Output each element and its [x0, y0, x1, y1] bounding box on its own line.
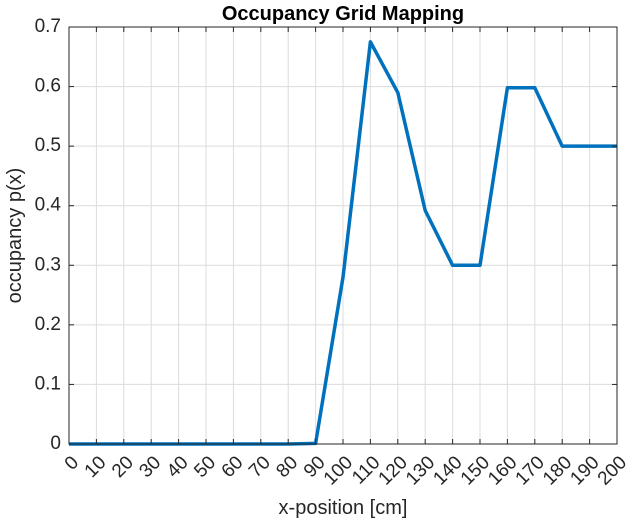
x-axis-label: x-position [cm] [279, 497, 408, 519]
y-tick-label: 0.7 [35, 16, 61, 37]
y-tick-label: 0.3 [35, 254, 61, 275]
y-axis-label: occupancy p(x) [4, 168, 26, 304]
y-tick-label: 0.5 [35, 135, 61, 156]
y-tick-label: 0 [50, 433, 61, 454]
y-tick-label: 0.6 [35, 76, 61, 97]
y-tick-labels: 0 0.1 0.2 0.3 0.4 0.5 0.6 0.7 [35, 16, 62, 454]
axes [68, 26, 618, 445]
chart-title: Occupancy Grid Mapping [222, 3, 464, 25]
y-tick-label: 0.2 [35, 314, 61, 335]
y-tick-label: 0.4 [35, 195, 62, 216]
y-tick-label: 0.1 [35, 373, 61, 394]
